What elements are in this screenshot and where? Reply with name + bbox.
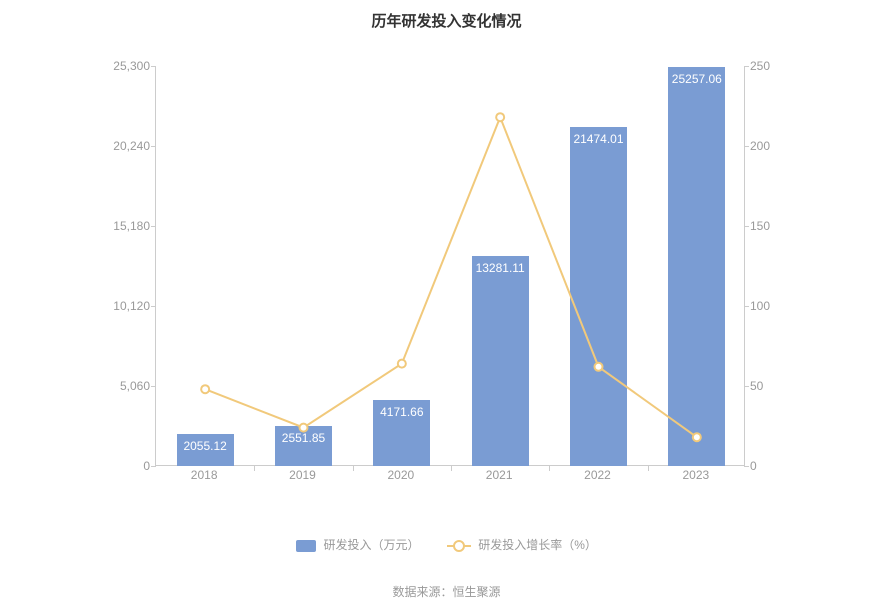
line-marker [398,360,406,368]
x-tick: 2019 [289,468,316,482]
x-tick: 2023 [682,468,709,482]
legend-line-icon [447,540,471,552]
y-left-tick: 15,180 [105,219,150,233]
bar: 25257.06 [668,67,725,466]
y-right-tick: 0 [750,459,790,473]
y-right-tick-mark [744,466,749,467]
y-left-tick-mark [151,386,156,387]
x-axis-labels: 2018 2019 2020 2021 2022 2023 [155,468,745,488]
data-source: 数据来源：恒生聚源 [0,583,893,600]
bar-value-label: 2551.85 [282,431,325,445]
chart-title: 历年研发投入变化情况 [0,0,893,36]
bar: 2055.12 [177,434,234,466]
y-right-tick-mark [744,226,749,227]
x-axis-baseline [156,465,744,466]
y-right-tick: 50 [750,379,790,393]
chart-container: 0 5,060 10,120 15,180 20,240 25,300 0 50 100 150… [0,36,893,506]
legend: 研发投入（万元） 研发投入增长率（%） [0,536,893,553]
bar-value-label: 25257.06 [672,72,722,86]
line-marker [201,385,209,393]
y-right-axis-labels: 050100150200250 [750,66,790,466]
bar-value-label: 13281.11 [476,261,525,275]
bar-value-label: 2055.12 [183,439,226,453]
y-left-tick-mark [151,66,156,67]
y-right-tick-mark [744,306,749,307]
bar-value-label: 21474.01 [573,132,623,146]
x-tick: 2020 [387,468,414,482]
legend-bar-icon [296,540,316,552]
x-tick: 2022 [584,468,611,482]
y-left-tick-mark [151,226,156,227]
bar: 21474.01 [570,127,627,467]
y-left-tick-mark [151,146,156,147]
y-right-tick: 100 [750,299,790,313]
y-right-tick: 150 [750,219,790,233]
x-tick: 2018 [191,468,218,482]
y-right-tick-mark [744,66,749,67]
y-left-tick-mark [151,306,156,307]
line-marker [496,113,504,121]
y-left-tick: 0 [105,459,150,473]
bar: 4171.66 [373,400,430,466]
plot-area: 2055.12 2551.85 4171.66 13281.11 21474.01 252… [155,66,745,466]
legend-bar-label: 研发投入（万元） [323,538,419,552]
y-left-tick-mark [151,466,156,467]
y-right-tick: 200 [750,139,790,153]
bar: 2551.85 [275,426,332,466]
legend-item-bar: 研发投入（万元） [296,536,419,553]
y-left-tick: 25,300 [105,59,150,73]
y-right-tick-mark [744,386,749,387]
y-left-tick: 5,060 [105,379,150,393]
bar: 13281.11 [472,256,529,466]
legend-line-label: 研发投入增长率（%） [478,538,597,552]
y-right-tick-mark [744,146,749,147]
y-right-tick: 250 [750,59,790,73]
legend-item-line: 研发投入增长率（%） [447,536,597,553]
bar-value-label: 4171.66 [380,405,423,419]
y-left-axis-labels: 05,06010,12015,18020,24025,300 [105,66,150,466]
y-left-tick: 20,240 [105,139,150,153]
x-tick: 2021 [486,468,513,482]
y-left-tick: 10,120 [105,299,150,313]
line-series-svg [156,66,744,466]
